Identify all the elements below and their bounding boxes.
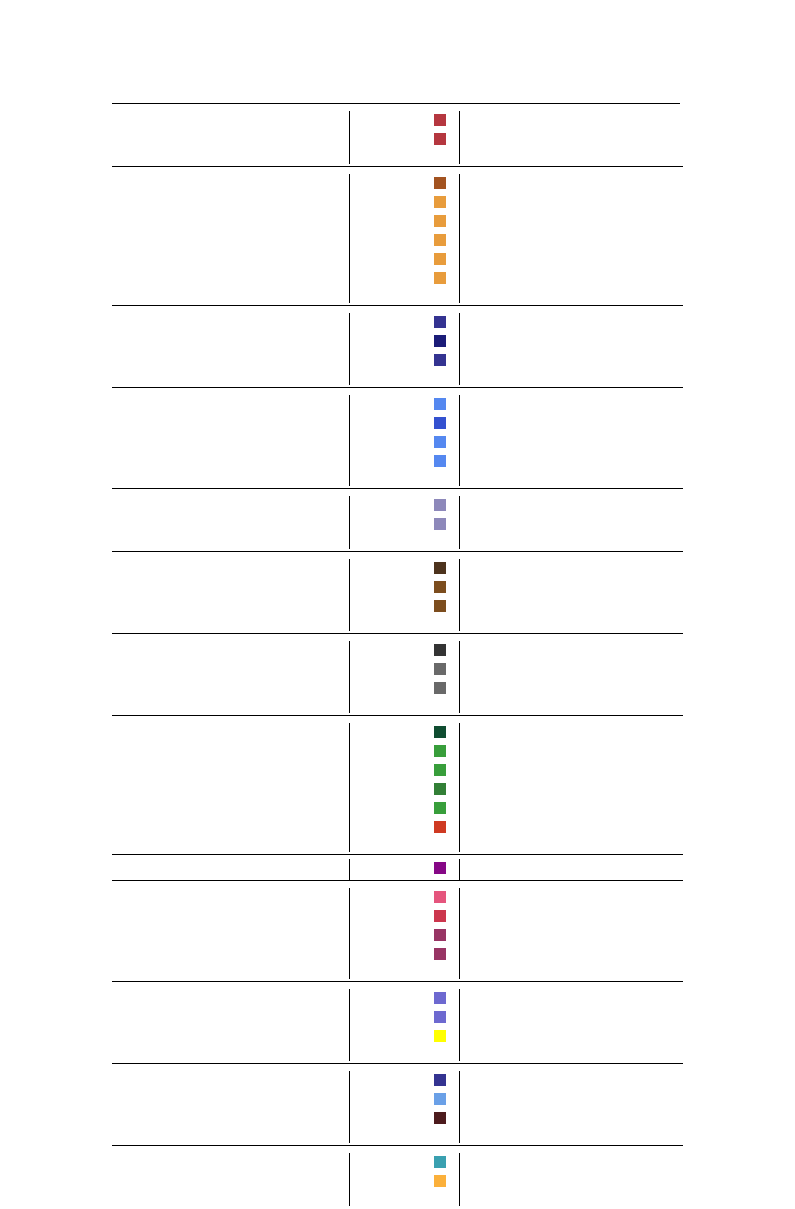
color-swatch [434,499,446,511]
column-divider-left [349,111,350,164]
color-swatch [434,600,446,612]
color-swatch [434,764,446,776]
color-swatch [434,1074,446,1086]
color-swatch [434,133,446,145]
column-divider-left [349,989,350,1061]
color-swatch [434,436,446,448]
color-swatch-table [112,104,683,1209]
document-page [112,103,683,1206]
column-divider-right [459,641,460,713]
column-divider-right [459,1153,460,1206]
column-divider-left [349,313,350,385]
color-swatch [434,1112,446,1124]
swatch-group [112,1146,683,1209]
column-divider-left [349,723,350,852]
column-divider-right [459,888,460,979]
color-swatch [434,177,446,189]
color-swatch [434,114,446,126]
swatch-group [112,388,683,489]
color-swatch [434,802,446,814]
color-swatch [434,682,446,694]
column-divider-right [459,111,460,164]
color-swatch [434,215,446,227]
column-divider-left [349,1153,350,1206]
column-divider-left [349,859,350,881]
swatch-group [112,982,683,1064]
swatch-group [112,855,683,881]
swatch-group [112,167,683,306]
color-swatch [434,745,446,757]
swatch-group [112,104,683,167]
table-top-rule [112,103,680,104]
color-swatch [434,398,446,410]
column-divider-right [459,496,460,549]
swatch-group [112,552,683,634]
column-divider-right [459,859,460,881]
color-swatch [434,562,446,574]
column-divider-left [349,559,350,631]
column-divider-right [459,174,460,303]
column-divider-left [349,174,350,303]
color-swatch [434,253,446,265]
color-swatch [434,948,446,960]
color-swatch [434,234,446,246]
color-swatch [434,910,446,922]
color-swatch [434,663,446,675]
color-swatch [434,929,446,941]
color-swatch [434,1093,446,1105]
color-swatch [434,1011,446,1023]
column-divider-left [349,1071,350,1143]
color-swatch [434,821,446,833]
swatch-group [112,306,683,388]
column-divider-left [349,395,350,486]
color-swatch [434,862,446,874]
color-swatch [434,417,446,429]
color-swatch [434,518,446,530]
color-swatch [434,455,446,467]
color-swatch [434,581,446,593]
column-divider-right [459,1071,460,1143]
column-divider-right [459,989,460,1061]
color-swatch [434,644,446,656]
swatch-group [112,716,683,855]
column-divider-left [349,641,350,713]
column-divider-right [459,395,460,486]
color-swatch [434,1156,446,1168]
color-swatch [434,316,446,328]
column-divider-left [349,496,350,549]
color-swatch [434,1030,446,1042]
color-swatch [434,272,446,284]
swatch-group [112,1064,683,1146]
color-swatch [434,891,446,903]
color-swatch [434,354,446,366]
color-swatch [434,335,446,347]
swatch-group [112,634,683,716]
swatch-group [112,881,683,982]
color-swatch [434,196,446,208]
color-swatch [434,1175,446,1187]
color-swatch [434,783,446,795]
column-divider-right [459,723,460,852]
swatch-group [112,489,683,552]
color-swatch [434,726,446,738]
column-divider-right [459,559,460,631]
column-divider-left [349,888,350,979]
column-divider-right [459,313,460,385]
color-swatch [434,992,446,1004]
